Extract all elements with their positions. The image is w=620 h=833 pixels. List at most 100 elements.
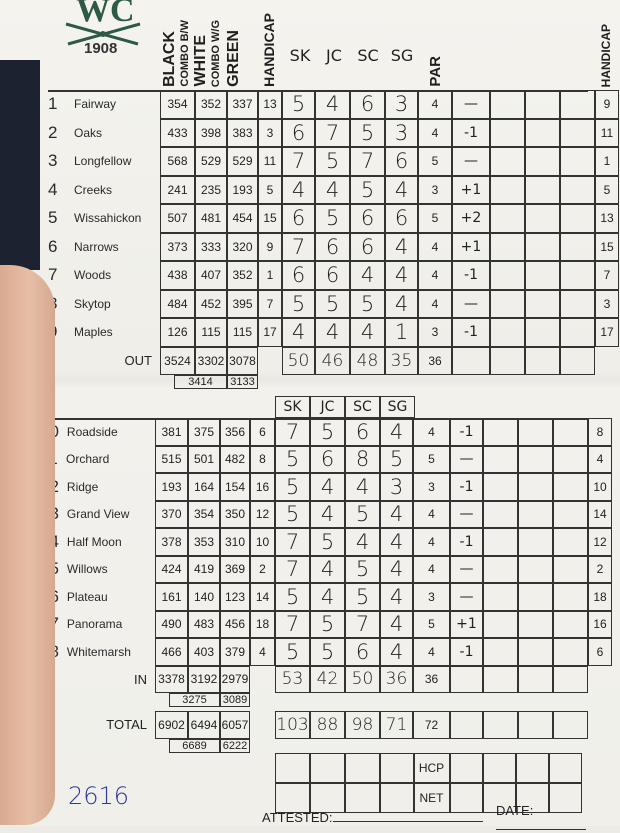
net-blank[interactable] — [483, 782, 516, 813]
net-blank[interactable] — [450, 782, 483, 813]
blank-score-cell[interactable] — [483, 418, 518, 446]
net-cell[interactable] — [380, 782, 415, 813]
blank-score-cell[interactable] — [525, 318, 560, 347]
player-score-sc[interactable]: 7 — [350, 147, 385, 176]
hcp-blank[interactable] — [516, 752, 549, 783]
blank-score-cell[interactable] — [518, 610, 553, 638]
player-score-jc[interactable]: 5 — [315, 204, 350, 233]
hcp-cell[interactable] — [380, 752, 415, 783]
player-score-sk[interactable]: 5 — [282, 289, 315, 318]
score-mark[interactable]: -1 — [450, 528, 483, 556]
blank-total-cell[interactable] — [518, 711, 553, 739]
player-score-jc[interactable]: 5 — [310, 528, 345, 556]
player-total[interactable]: 35 — [385, 346, 418, 375]
blank-score-cell[interactable] — [518, 638, 553, 666]
blank-score-cell[interactable] — [525, 90, 560, 119]
player-score-sg[interactable]: 4 — [380, 555, 413, 583]
score-mark[interactable]: — — [450, 583, 483, 611]
player-score-sk[interactable]: 7 — [275, 610, 310, 638]
blank-total-cell[interactable] — [490, 346, 525, 375]
net-blank[interactable] — [516, 782, 549, 813]
hcp-blank[interactable] — [549, 752, 582, 783]
blank-score-cell[interactable] — [525, 204, 560, 233]
player-score-sc[interactable]: 5 — [350, 118, 385, 147]
blank-score-cell[interactable] — [518, 500, 553, 528]
blank-score-cell[interactable] — [483, 638, 518, 666]
player-score-sg[interactable]: 3 — [385, 118, 418, 147]
player-score-jc[interactable]: 5 — [310, 638, 345, 666]
blank-score-cell[interactable] — [518, 555, 553, 583]
player-score-sc[interactable]: 4 — [350, 261, 385, 290]
blank-score-cell[interactable] — [553, 583, 588, 611]
blank-score-cell[interactable] — [483, 528, 518, 556]
blank-total-cell[interactable] — [452, 346, 490, 375]
blank-total-cell[interactable] — [560, 346, 595, 375]
blank-score-cell[interactable] — [553, 638, 588, 666]
player-score-sc[interactable]: 4 — [345, 473, 380, 501]
player-score-sk[interactable]: 7 — [275, 555, 310, 583]
player-total[interactable]: 98 — [345, 711, 380, 739]
blank-score-cell[interactable] — [490, 118, 525, 147]
player-score-sk[interactable]: 5 — [275, 583, 310, 611]
player-score-sg[interactable]: 4 — [380, 418, 413, 446]
score-mark[interactable]: +2 — [452, 204, 490, 233]
blank-score-cell[interactable] — [525, 175, 560, 204]
player-score-jc[interactable]: 7 — [315, 118, 350, 147]
blank-total-cell[interactable] — [525, 346, 560, 375]
blank-score-cell[interactable] — [553, 473, 588, 501]
blank-score-cell[interactable] — [560, 261, 595, 290]
net-cell[interactable] — [310, 782, 345, 813]
player-score-sc[interactable]: 4 — [350, 318, 385, 347]
player-score-sk[interactable]: 5 — [275, 445, 310, 473]
hcp-cell[interactable] — [345, 752, 380, 783]
blank-score-cell[interactable] — [518, 473, 553, 501]
blank-score-cell[interactable] — [553, 555, 588, 583]
player-score-sc[interactable]: 5 — [350, 175, 385, 204]
player-score-sk[interactable]: 7 — [275, 418, 310, 446]
player-score-sg[interactable]: 3 — [385, 90, 418, 119]
blank-score-cell[interactable] — [553, 445, 588, 473]
player-score-sc[interactable]: 5 — [350, 289, 385, 318]
player-score-jc[interactable]: 4 — [310, 500, 345, 528]
player-score-sk[interactable]: 4 — [282, 318, 315, 347]
player-total[interactable]: 88 — [310, 711, 345, 739]
player-score-jc[interactable]: 4 — [315, 318, 350, 347]
blank-total-cell[interactable] — [553, 711, 588, 739]
blank-score-cell[interactable] — [483, 445, 518, 473]
player-score-sc[interactable]: 5 — [345, 555, 380, 583]
player-total[interactable]: 42 — [310, 665, 345, 693]
player-score-sk[interactable]: 4 — [282, 175, 315, 204]
blank-score-cell[interactable] — [483, 555, 518, 583]
player-score-sk[interactable]: 7 — [282, 232, 315, 261]
player-score-sk[interactable]: 6 — [282, 204, 315, 233]
player-score-sc[interactable]: 6 — [350, 204, 385, 233]
player-score-sg[interactable]: 6 — [385, 147, 418, 176]
player-score-jc[interactable]: 4 — [315, 90, 350, 119]
hcp-blank[interactable] — [483, 752, 516, 783]
net-cell[interactable] — [345, 782, 380, 813]
player-score-sc[interactable]: 8 — [345, 445, 380, 473]
hcp-cell[interactable] — [275, 752, 310, 783]
score-mark[interactable]: — — [452, 289, 490, 318]
blank-total-cell[interactable] — [450, 665, 483, 693]
blank-score-cell[interactable] — [483, 610, 518, 638]
player-score-sg[interactable]: 4 — [380, 610, 413, 638]
blank-total-cell[interactable] — [553, 665, 588, 693]
blank-score-cell[interactable] — [560, 90, 595, 119]
blank-total-cell[interactable] — [483, 711, 518, 739]
score-mark[interactable]: -1 — [452, 261, 490, 290]
player-score-sk[interactable]: 5 — [275, 473, 310, 501]
player-score-sc[interactable]: 7 — [345, 610, 380, 638]
player-score-sg[interactable]: 4 — [385, 232, 418, 261]
player-total[interactable]: 53 — [275, 665, 310, 693]
player-score-jc[interactable]: 6 — [310, 445, 345, 473]
blank-score-cell[interactable] — [490, 261, 525, 290]
player-total[interactable]: 46 — [315, 346, 350, 375]
blank-score-cell[interactable] — [483, 583, 518, 611]
blank-score-cell[interactable] — [490, 175, 525, 204]
player-score-jc[interactable]: 6 — [315, 261, 350, 290]
blank-score-cell[interactable] — [553, 528, 588, 556]
player-score-sc[interactable]: 6 — [345, 638, 380, 666]
blank-score-cell[interactable] — [490, 147, 525, 176]
player-score-sg[interactable]: 4 — [385, 261, 418, 290]
